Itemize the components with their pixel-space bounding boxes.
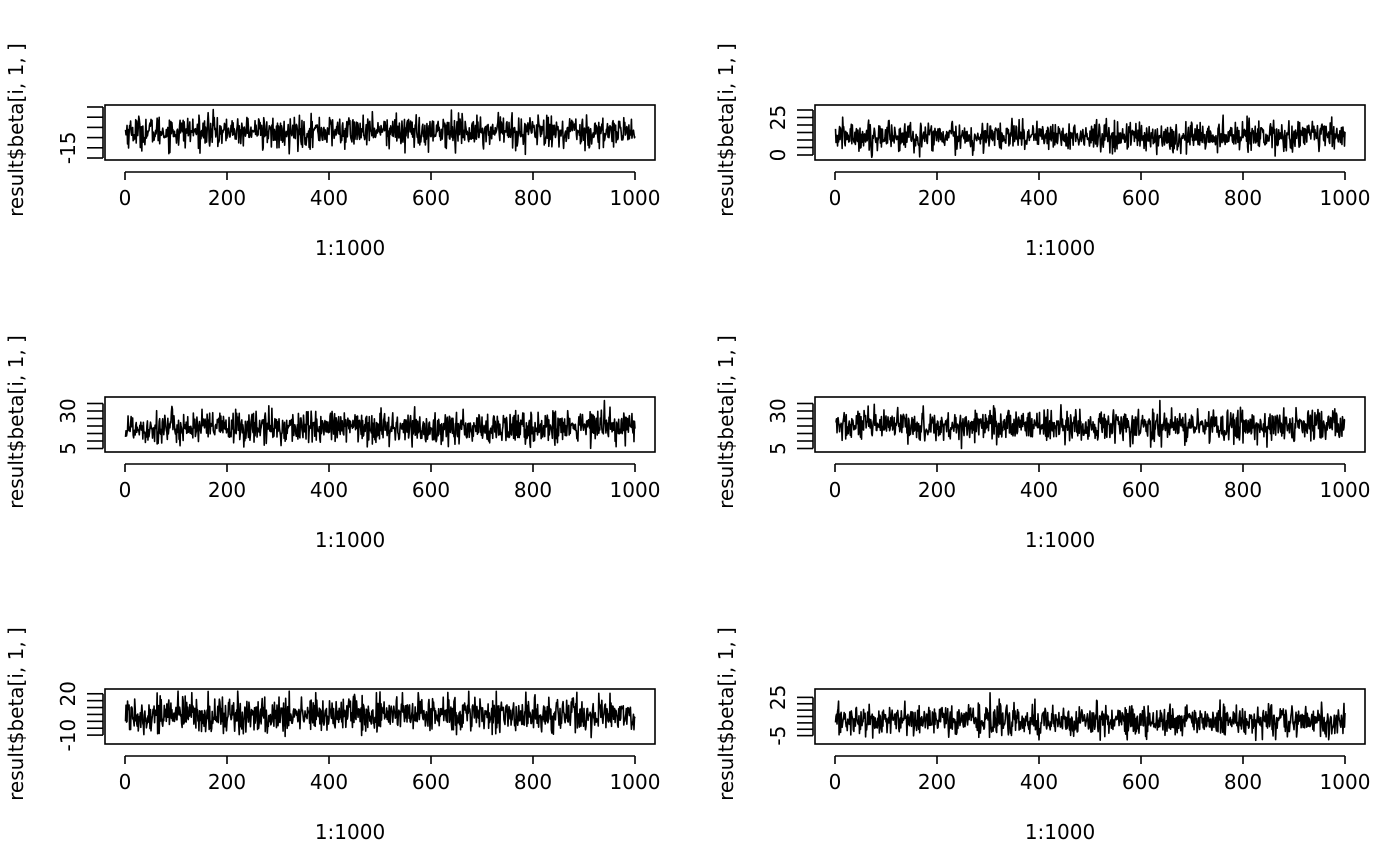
x-tick-label: 600: [1122, 478, 1160, 502]
y-tick-label: 30: [56, 398, 80, 423]
y-axis-label: result$beta[i, 1, ]: [714, 627, 738, 801]
x-tick-label: 200: [918, 770, 956, 794]
y-tick-label: 5: [56, 442, 80, 455]
x-tick-label: 1000: [1320, 770, 1371, 794]
y-tick-label: 25: [766, 105, 790, 130]
x-tick-label: 600: [412, 770, 450, 794]
trace-panel-4: 0 200 400 600 800 1000 5 30 1:1000 result$beta[i,…: [714, 335, 1370, 552]
x-axis-label: 1:1000: [1025, 236, 1095, 260]
x-tick-label: 800: [1224, 770, 1262, 794]
x-tick-label: 600: [1122, 770, 1160, 794]
trace-line: [834, 692, 1346, 742]
y-tick-label: 25: [766, 685, 790, 710]
x-tick-label: 400: [1020, 478, 1058, 502]
trace-line: [124, 690, 636, 739]
x-axis-label: 1:1000: [315, 820, 385, 844]
y-axis-label: result$beta[i, 1, ]: [714, 335, 738, 509]
x-tick-label: 1000: [610, 770, 661, 794]
x-tick-label: 1000: [1320, 186, 1371, 210]
x-tick-label: 600: [1122, 186, 1160, 210]
plot-frame: [814, 688, 1366, 745]
x-tick-label: 200: [918, 478, 956, 502]
plot-frame: [104, 104, 656, 161]
trace-line: [124, 108, 636, 156]
y-tick-label: 0: [766, 149, 790, 162]
trace-line: [834, 114, 1346, 159]
plot-frame: [814, 396, 1366, 453]
x-tick-label: 200: [208, 186, 246, 210]
y-axis-label: result$beta[i, 1, ]: [4, 627, 28, 801]
y-tick-label: 30: [766, 398, 790, 423]
plot-frame: [104, 688, 656, 745]
x-axis-label: 1:1000: [315, 528, 385, 552]
x-tick-label: 400: [1020, 770, 1058, 794]
x-tick-label: 200: [208, 478, 246, 502]
x-tick-label: 0: [119, 186, 132, 210]
trace-line: [835, 399, 1346, 450]
x-tick-label: 400: [1020, 186, 1058, 210]
x-tick-label: 800: [514, 186, 552, 210]
trace-panel-3: 0 200 400 600 800 1000 5 30 1:1000 result$beta[i,…: [4, 335, 660, 552]
y-tick-label: -5: [766, 726, 790, 746]
x-tick-label: 800: [514, 478, 552, 502]
y-axis-label: result$beta[i, 1, ]: [4, 335, 28, 509]
x-tick-label: 0: [829, 186, 842, 210]
y-axis-label: result$beta[i, 1, ]: [4, 43, 28, 217]
trace-panel-2: 0 200 400 600 800 1000 0 25 1:1000 result$beta[i,…: [714, 43, 1370, 260]
y-axis-label: result$beta[i, 1, ]: [714, 43, 738, 217]
y-tick-label: 5: [766, 442, 790, 455]
x-axis-label: 1:1000: [1025, 528, 1095, 552]
trace-panel-5: 0 200 400 600 800 1000 -10 20 1:1000 result$beta[…: [4, 627, 660, 844]
x-tick-label: 400: [310, 478, 348, 502]
y-tick-label: -15: [56, 131, 80, 164]
x-axis-label: 1:1000: [1025, 820, 1095, 844]
x-tick-label: 400: [310, 770, 348, 794]
x-tick-label: 200: [208, 770, 246, 794]
x-tick-label: 800: [514, 770, 552, 794]
y-tick-label: 20: [56, 681, 80, 706]
y-tick-label: -10: [56, 719, 80, 752]
x-tick-label: 1000: [610, 478, 661, 502]
x-tick-label: 0: [829, 478, 842, 502]
x-tick-label: 200: [918, 186, 956, 210]
x-tick-label: 0: [829, 770, 842, 794]
plot-frame: [814, 104, 1366, 161]
x-tick-label: 800: [1224, 478, 1262, 502]
x-tick-label: 1000: [610, 186, 661, 210]
trace-panel-6: 0 200 400 600 800 1000 -5 25 1:1000 result$beta[i…: [714, 627, 1370, 844]
x-tick-label: 800: [1224, 186, 1262, 210]
x-tick-label: 600: [412, 186, 450, 210]
x-tick-label: 1000: [1320, 478, 1371, 502]
plot-frame: [104, 396, 656, 453]
x-tick-label: 0: [119, 478, 132, 502]
x-tick-label: 600: [412, 478, 450, 502]
trace-line: [124, 399, 636, 450]
x-tick-label: 400: [310, 186, 348, 210]
x-axis-label: 1:1000: [315, 236, 385, 260]
x-tick-label: 0: [119, 770, 132, 794]
trace-panel-1: 0 200 400 600 800 1000 -15 1:1000 result$beta[i,…: [4, 43, 660, 260]
